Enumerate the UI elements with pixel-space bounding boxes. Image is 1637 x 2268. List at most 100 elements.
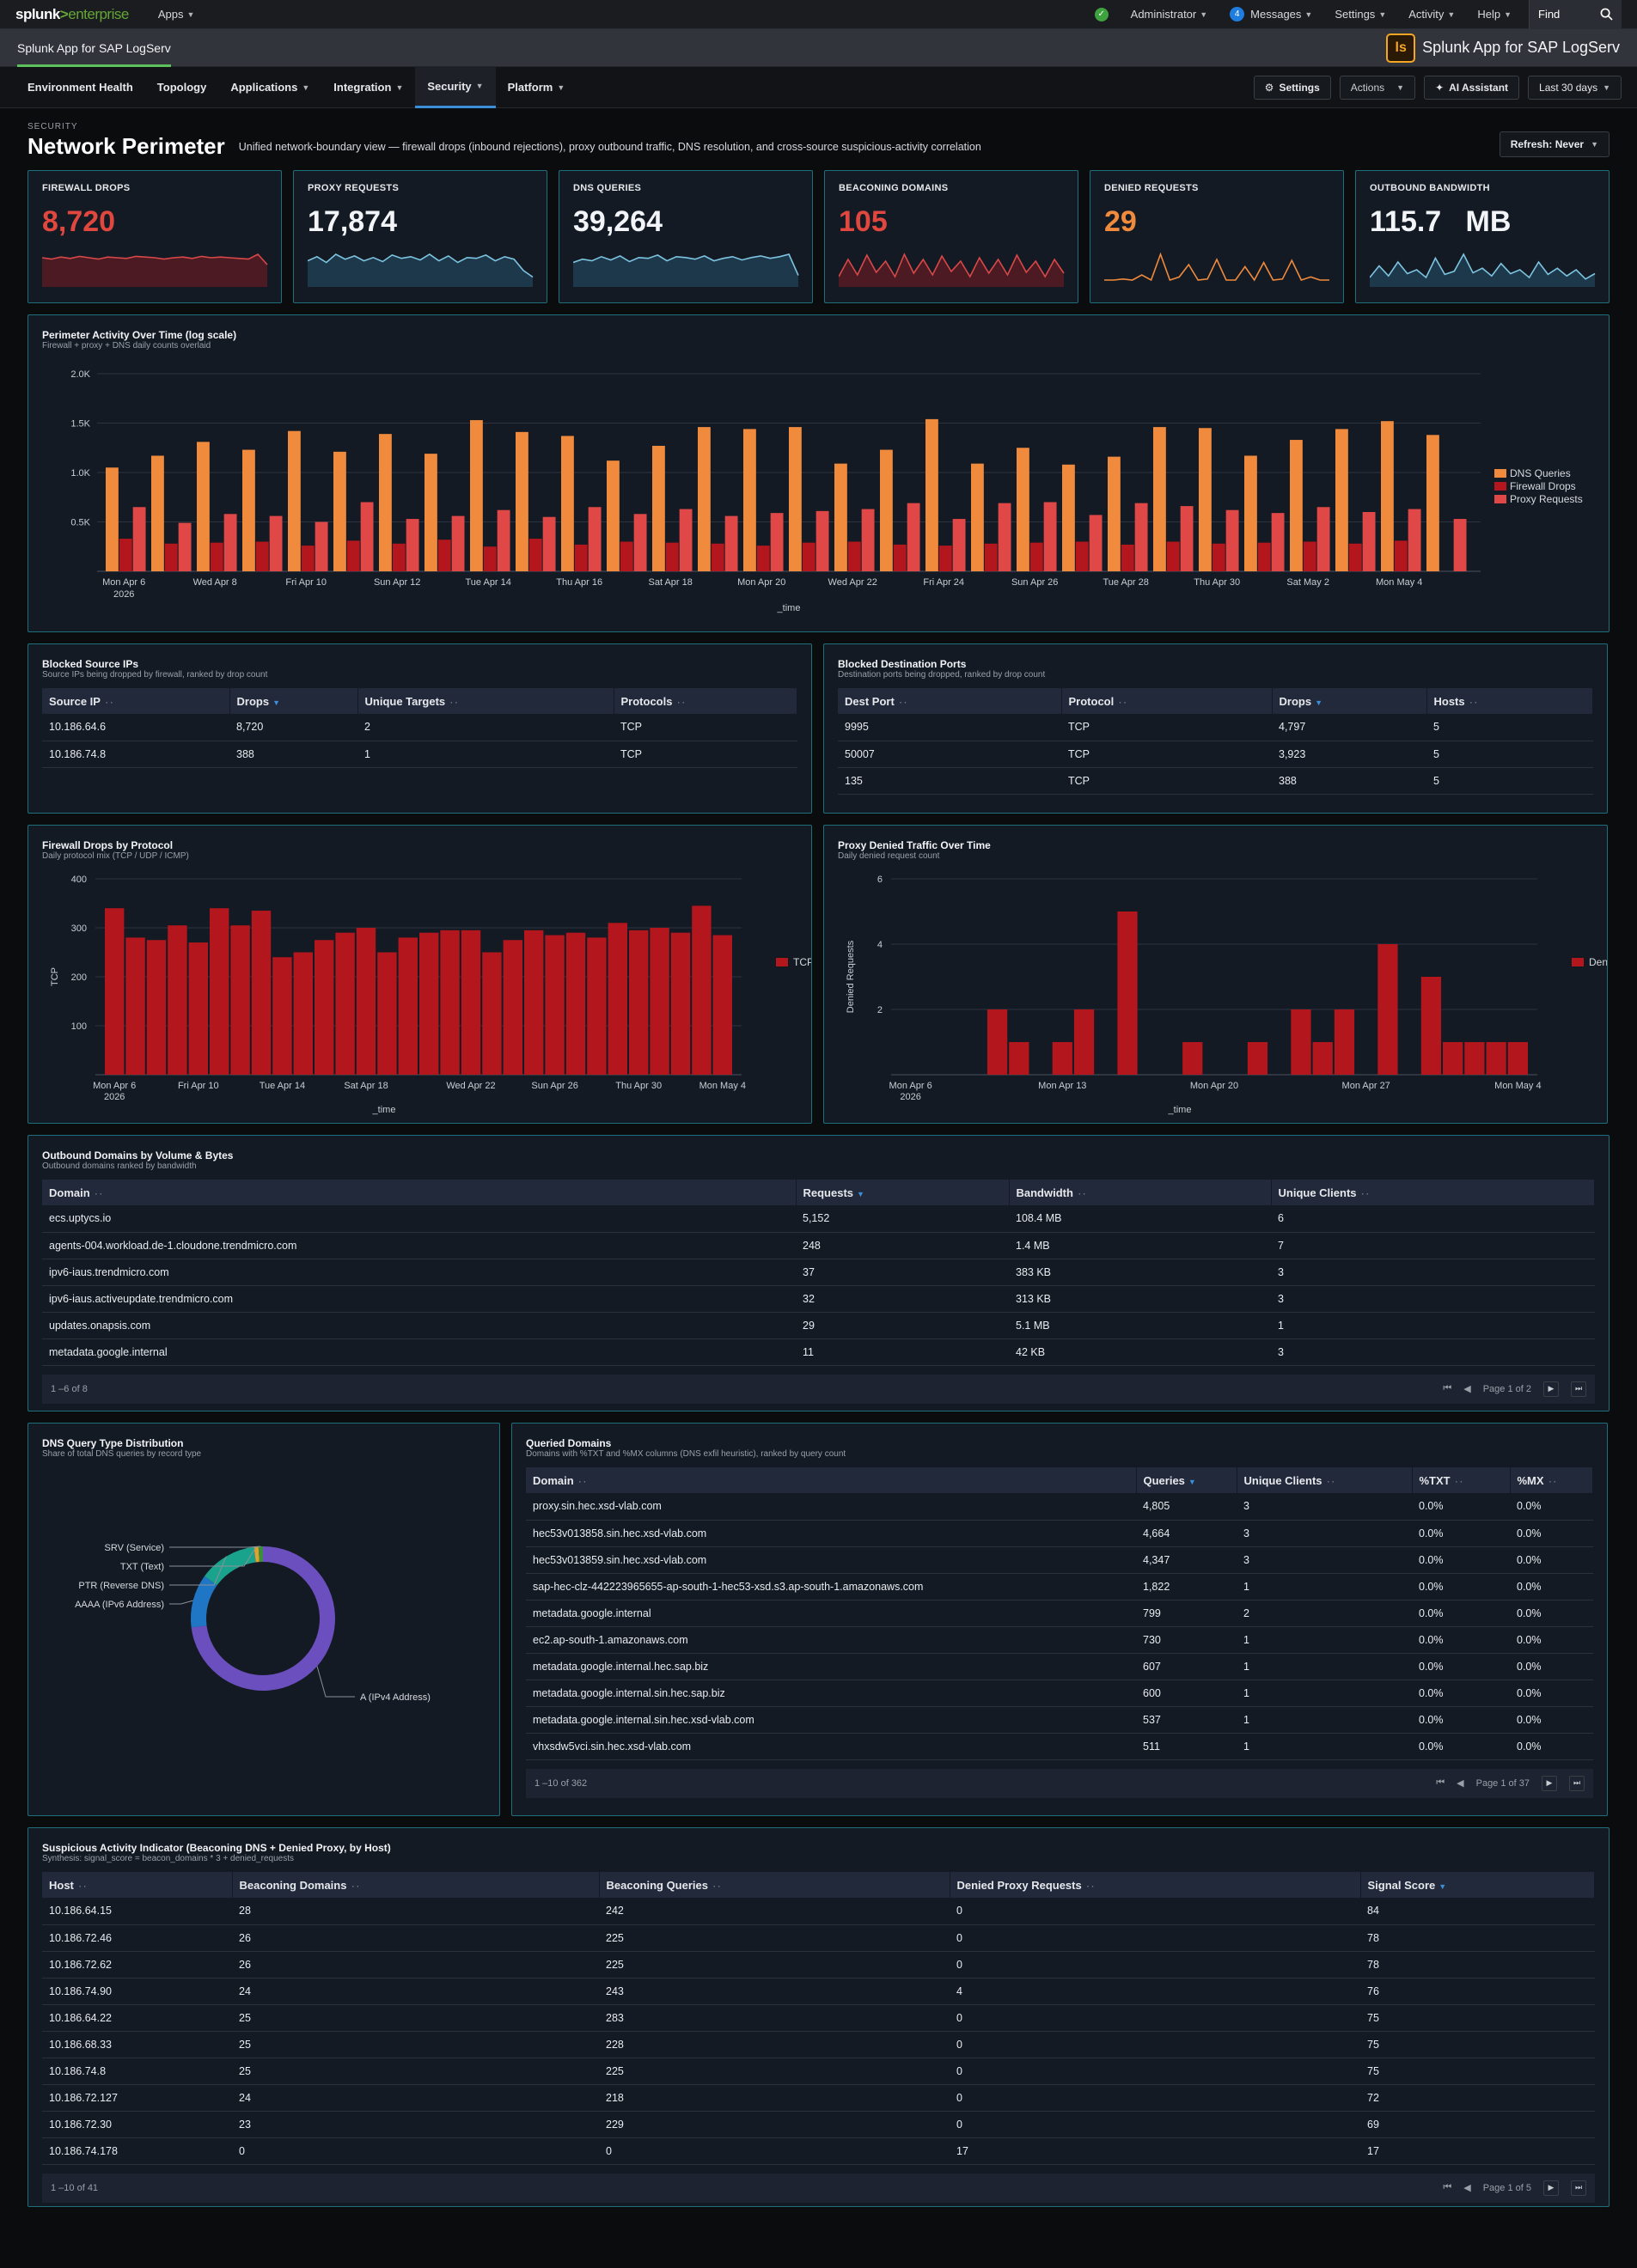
ai-assistant-button[interactable]: ✦ AI Assistant bbox=[1424, 75, 1520, 100]
table-row[interactable]: 10.186.74.178 0 0 17 17 bbox=[42, 2137, 1595, 2165]
bar[interactable] bbox=[503, 940, 522, 1075]
column-header[interactable]: Dest Port · · bbox=[838, 688, 1062, 714]
column-header[interactable]: Domain · · bbox=[526, 1467, 1137, 1493]
last-page-button[interactable]: ⏭ bbox=[1571, 1381, 1586, 1397]
bar[interactable] bbox=[398, 937, 418, 1075]
table-row[interactable]: 10.186.74.8 25 225 0 75 bbox=[42, 2058, 1595, 2085]
kpi-dns-queries[interactable]: DNS QUERIES 39,264 bbox=[559, 170, 813, 303]
next-page-button[interactable]: ▶ bbox=[1542, 1775, 1557, 1791]
bar-firewall-drops[interactable] bbox=[1303, 541, 1316, 572]
table-row[interactable]: sap-hec-clz-442223965655-ap-south-1-hec5… bbox=[526, 1573, 1593, 1600]
tab-integration[interactable]: Integration ▼ bbox=[333, 81, 404, 94]
table-row[interactable]: ec2.ap-south-1.amazonaws.com 730 1 0.0% 0.0% bbox=[526, 1626, 1593, 1654]
bar-firewall-drops[interactable] bbox=[1121, 544, 1134, 571]
column-header[interactable]: Unique Targets · · bbox=[357, 688, 614, 714]
next-page-button[interactable]: ▶ bbox=[1543, 1381, 1559, 1397]
column-header[interactable]: Unique Clients · · bbox=[1271, 1180, 1595, 1205]
bar[interactable] bbox=[1073, 1009, 1095, 1075]
bar-firewall-drops[interactable] bbox=[255, 541, 269, 572]
bar-proxy-requests[interactable] bbox=[724, 515, 738, 571]
bar[interactable] bbox=[482, 952, 502, 1076]
bar-dns-queries[interactable] bbox=[925, 418, 938, 571]
bar-proxy-requests[interactable] bbox=[998, 503, 1011, 571]
bar-firewall-drops[interactable] bbox=[1075, 541, 1089, 572]
bar-dns-queries[interactable] bbox=[1017, 448, 1029, 571]
bar[interactable] bbox=[168, 925, 187, 1075]
legend-label[interactable]: Proxy Requests bbox=[1510, 493, 1583, 505]
bar-proxy-requests[interactable] bbox=[451, 515, 465, 571]
bar-proxy-requests[interactable] bbox=[679, 509, 693, 571]
table-row[interactable]: metadata.google.internal 799 2 0.0% 0.0% bbox=[526, 1600, 1593, 1627]
prev-page-icon[interactable]: ◀ bbox=[1463, 2183, 1471, 2193]
bar-dns-queries[interactable] bbox=[1381, 421, 1394, 571]
bar-proxy-requests[interactable] bbox=[1408, 509, 1421, 571]
bar[interactable] bbox=[1507, 1042, 1528, 1075]
donut-slice[interactable] bbox=[191, 1576, 217, 1628]
table-row[interactable]: 10.186.72.46 26 225 0 78 bbox=[42, 1924, 1595, 1952]
help-menu[interactable]: Help ▼ bbox=[1477, 8, 1512, 21]
table-row[interactable]: agents-004.workload.de-1.cloudone.trendm… bbox=[42, 1232, 1595, 1259]
bar-dns-queries[interactable] bbox=[151, 455, 164, 571]
find-input[interactable]: Find bbox=[1529, 0, 1622, 29]
bar[interactable] bbox=[146, 940, 167, 1075]
bar-dns-queries[interactable] bbox=[242, 449, 255, 571]
health-ok-icon[interactable]: ✓ bbox=[1094, 7, 1109, 21]
bar[interactable] bbox=[712, 935, 732, 1075]
bar[interactable] bbox=[670, 932, 691, 1075]
bar[interactable] bbox=[545, 935, 565, 1075]
table-row[interactable]: 10.186.64.6 8,720 2 TCP bbox=[42, 714, 797, 741]
bar-proxy-requests[interactable] bbox=[1362, 512, 1376, 571]
first-page-icon[interactable]: ⏮ bbox=[1443, 2182, 1452, 2192]
bar[interactable] bbox=[377, 952, 397, 1076]
bar[interactable] bbox=[1464, 1042, 1485, 1075]
table-row[interactable]: ecs.uptycs.io 5,152 108.4 MB 6 bbox=[42, 1205, 1595, 1233]
bar[interactable] bbox=[315, 940, 334, 1075]
column-header[interactable]: %TXT · · bbox=[1412, 1467, 1511, 1493]
column-header[interactable]: Hosts · · bbox=[1426, 688, 1593, 714]
tab-applications[interactable]: Applications ▼ bbox=[230, 81, 310, 94]
bar[interactable] bbox=[272, 957, 292, 1075]
column-header[interactable]: Queries ▼ bbox=[1136, 1467, 1237, 1493]
bar-firewall-drops[interactable] bbox=[210, 542, 223, 571]
table-row[interactable]: 50007 TCP 3,923 5 bbox=[838, 741, 1593, 768]
table-row[interactable]: 10.186.74.90 24 243 4 76 bbox=[42, 1978, 1595, 2005]
table-row[interactable]: 135 TCP 388 5 bbox=[838, 767, 1593, 795]
legend-label[interactable]: Firewall Drops bbox=[1510, 480, 1576, 492]
bar-firewall-drops[interactable] bbox=[893, 544, 907, 571]
bar[interactable] bbox=[587, 937, 607, 1075]
bar[interactable] bbox=[1486, 1042, 1506, 1075]
bar-firewall-drops[interactable] bbox=[1212, 543, 1225, 571]
bar-proxy-requests[interactable] bbox=[633, 514, 647, 571]
bar[interactable] bbox=[1420, 977, 1442, 1075]
bar[interactable] bbox=[440, 930, 460, 1075]
bar[interactable] bbox=[565, 932, 586, 1075]
table-row[interactable]: vhxsdw5vci.sin.hec.xsd-vlab.com 511 1 0.0% 0… bbox=[526, 1733, 1593, 1760]
bar[interactable] bbox=[335, 932, 355, 1075]
bar-firewall-drops[interactable] bbox=[346, 540, 360, 571]
bar-firewall-drops[interactable] bbox=[802, 542, 815, 571]
prev-page-icon[interactable]: ◀ bbox=[1463, 1384, 1471, 1394]
kpi-denied-requests[interactable]: DENIED REQUESTS 29 bbox=[1090, 170, 1344, 303]
table-row[interactable]: 10.186.64.15 28 242 0 84 bbox=[42, 1898, 1595, 1925]
legend-label[interactable]: DNS Queries bbox=[1510, 467, 1571, 479]
bar-firewall-drops[interactable] bbox=[574, 544, 588, 571]
column-header[interactable]: Drops ▼ bbox=[1272, 688, 1427, 714]
bar-dns-queries[interactable] bbox=[1335, 429, 1348, 571]
bar-proxy-requests[interactable] bbox=[497, 509, 510, 571]
bar[interactable] bbox=[1312, 1042, 1333, 1075]
kpi-proxy-requests[interactable]: PROXY REQUESTS 17,874 bbox=[293, 170, 547, 303]
settings-menu[interactable]: Settings ▼ bbox=[1335, 8, 1387, 21]
bar-proxy-requests[interactable] bbox=[1453, 519, 1467, 571]
bar[interactable] bbox=[230, 925, 250, 1075]
bar[interactable] bbox=[1334, 1009, 1355, 1075]
table-row[interactable]: ipv6-iaus.activeupdate.trendmicro.com 32 3… bbox=[42, 1285, 1595, 1313]
bar-firewall-drops[interactable] bbox=[938, 546, 952, 571]
column-header[interactable]: Bandwidth · · bbox=[1009, 1180, 1272, 1205]
activity-menu[interactable]: Activity ▼ bbox=[1408, 8, 1456, 21]
bar[interactable] bbox=[650, 928, 669, 1075]
table-row[interactable]: ipv6-iaus.trendmicro.com 37 383 KB 3 bbox=[42, 1259, 1595, 1286]
column-header[interactable]: Drops ▼ bbox=[229, 688, 358, 714]
splunk-logo[interactable]: splunk>enterprise bbox=[15, 5, 129, 22]
column-header[interactable]: Source IP · · bbox=[42, 688, 230, 714]
bar-firewall-drops[interactable] bbox=[1166, 541, 1180, 572]
